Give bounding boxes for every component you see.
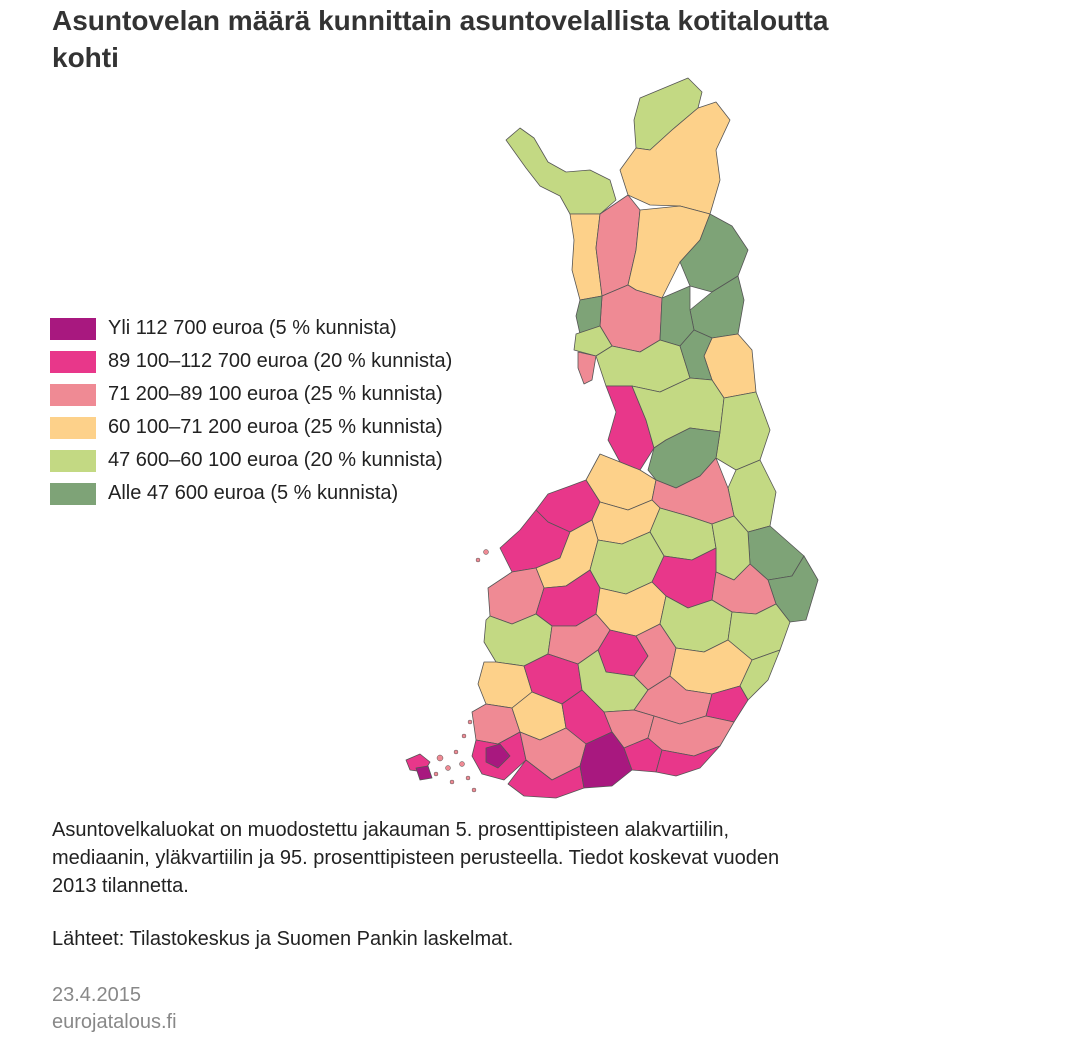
legend-label: 60 100–71 200 euroa (25 % kunnista) — [108, 416, 443, 438]
region-se-1 — [705, 685, 749, 723]
region-aland-2 — [415, 765, 433, 781]
region-north-a — [619, 101, 731, 215]
legend-item-71200-89100: 71 200–89 100 euroa (25 % kunnista) — [50, 378, 452, 411]
publish-date: 23.4.2015 — [52, 984, 141, 1006]
region-n-center — [627, 205, 711, 299]
region-turku-core — [485, 743, 511, 769]
map-legend: Yli 112 700 euroa (5 % kunnista) 89 100–… — [50, 312, 452, 510]
legend-label: 71 200–89 100 euroa (25 % kunnista) — [108, 383, 443, 405]
map-note: Asuntovelkaluokat on muodostettu jakauma… — [52, 819, 780, 897]
legend-swatch — [50, 383, 96, 406]
finland-municipality-map — [405, 77, 819, 799]
legend-swatch — [50, 350, 96, 373]
legend-swatch — [50, 482, 96, 505]
legend-item-under-47600: Alle 47 600 euroa (5 % kunnista) — [50, 477, 452, 510]
region-coast-n — [577, 351, 597, 385]
legend-item-over-112700: Yli 112 700 euroa (5 % kunnista) — [50, 312, 452, 345]
legend-label: Alle 47 600 euroa (5 % kunnista) — [108, 482, 399, 504]
region-uusimaa-w — [507, 759, 585, 799]
legend-swatch — [50, 317, 96, 340]
archipelago-islets — [433, 549, 489, 793]
legend-label: Yli 112 700 euroa (5 % kunnista) — [108, 317, 397, 339]
map-title: Asuntovelan määrä kunnittain asuntovelal… — [52, 5, 829, 73]
legend-label: 89 100–112 700 euroa (20 % kunnista) — [108, 350, 453, 372]
legend-label: 47 600–60 100 euroa (20 % kunnista) — [108, 449, 443, 471]
legend-swatch — [50, 416, 96, 439]
region-northwest-arm — [505, 127, 617, 215]
legend-item-60100-71200: 60 100–71 200 euroa (25 % kunnista) — [50, 411, 452, 444]
region-kymi — [655, 745, 721, 777]
source-text: Lähteet: Tilastokeskus ja Suomen Pankin … — [52, 928, 514, 950]
region-e-7 — [739, 649, 781, 701]
legend-swatch — [50, 449, 96, 472]
region-e-2 — [715, 391, 771, 471]
legend-item-47600-60100: 47 600–60 100 euroa (20 % kunnista) — [50, 444, 452, 477]
site-name: eurojatalous.fi — [52, 1011, 177, 1033]
legend-item-89100-112700: 89 100–112 700 euroa (20 % kunnista) — [50, 345, 452, 378]
